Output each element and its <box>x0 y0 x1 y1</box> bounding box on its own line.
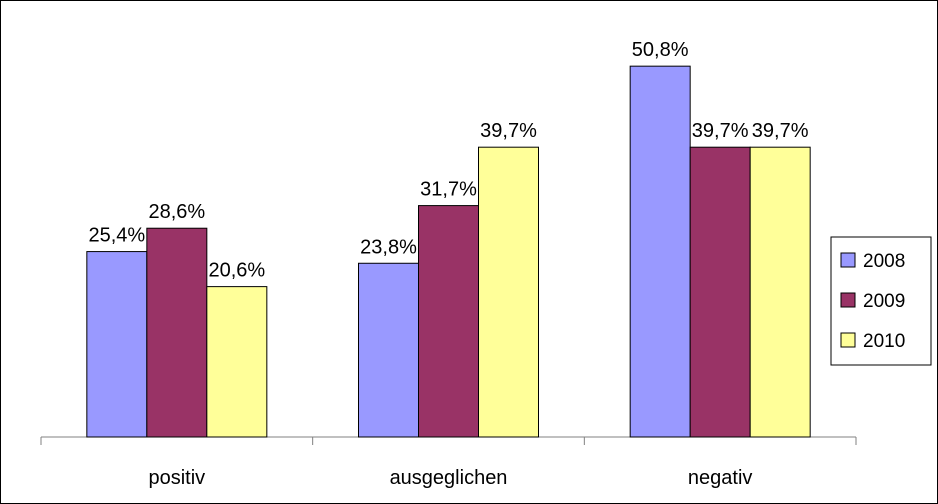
data-label: 20,6% <box>208 260 265 282</box>
bar-2008-negativ <box>629 65 691 438</box>
legend-label: 2008 <box>863 251 905 272</box>
data-label: 25,4% <box>88 225 145 247</box>
legend-label: 2010 <box>863 331 905 352</box>
data-label: 50,8% <box>632 39 689 61</box>
bar-2009-negativ <box>689 146 751 438</box>
x-tick-label: positiv <box>148 467 205 489</box>
bar-2008-ausgeglichen <box>358 262 419 438</box>
data-label: 39,7% <box>752 120 809 142</box>
x-tick-label: ausgeglichen <box>390 467 508 489</box>
data-label: 39,7% <box>692 120 749 142</box>
bar-2010-ausgeglichen <box>478 146 539 438</box>
legend-swatch-2008 <box>840 252 856 268</box>
data-label: 39,7% <box>480 120 537 142</box>
bar-2008-positiv <box>86 251 148 438</box>
bar-2009-positiv <box>146 227 208 438</box>
x-tick-label: negativ <box>688 467 753 489</box>
bar-2010-positiv <box>206 286 268 438</box>
legend-label: 2009 <box>863 291 905 312</box>
legend-swatch-2010 <box>840 332 856 348</box>
data-label: 23,8% <box>360 236 417 258</box>
bar-2010-negativ <box>749 146 811 438</box>
bar-2009-ausgeglichen <box>418 205 479 438</box>
legend-swatch-2009 <box>840 292 856 308</box>
data-label: 31,7% <box>420 179 477 201</box>
data-label: 28,6% <box>148 201 205 223</box>
